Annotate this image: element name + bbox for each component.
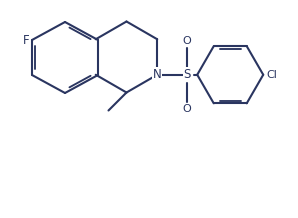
Text: S: S — [184, 68, 191, 81]
Text: O: O — [183, 36, 192, 46]
Text: F: F — [22, 34, 29, 46]
Text: O: O — [183, 104, 192, 114]
Text: N: N — [153, 68, 162, 81]
Text: Cl: Cl — [266, 70, 277, 80]
